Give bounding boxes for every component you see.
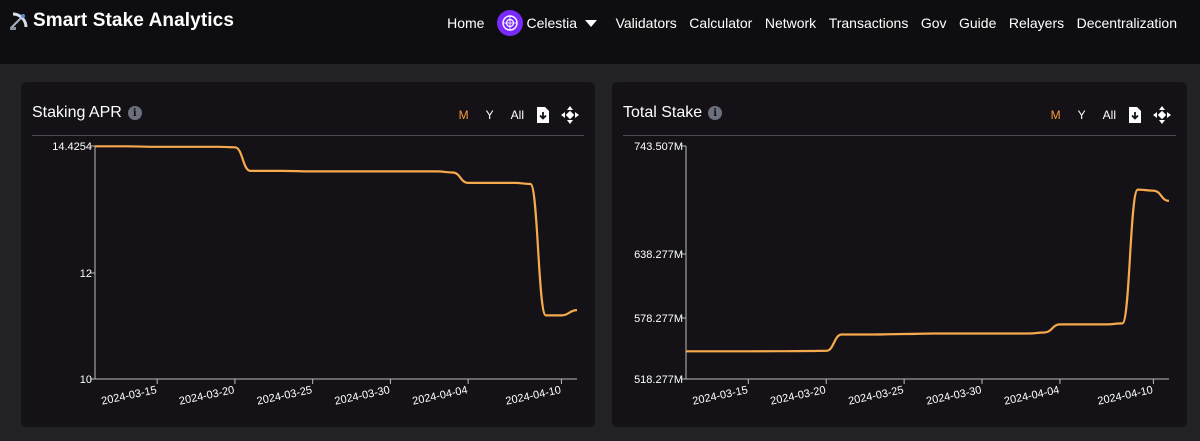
brand[interactable]: Smart Stake Analytics [8,10,234,32]
brand-title: Smart Stake Analytics [33,10,234,31]
range-month-button[interactable]: M [458,108,469,122]
pan-icon[interactable] [561,106,579,124]
main-nav: Home Celestia Validators Calculator Netw… [447,10,1177,36]
y-tick-label: 14.4254 [52,141,92,153]
staking-apr-chart: 14.4254 12 10 2024-03-15 2024-03-20 2024-03-2… [52,141,578,408]
y-tick-label: 638.277M [634,249,683,261]
y-tick-label: 12 [80,268,92,280]
satellite-dish-icon [10,12,28,30]
x-tick-label: 2024-03-25 [847,384,905,407]
x-tick-label: 2024-03-25 [256,384,314,407]
download-icon[interactable] [536,107,549,123]
panel-divider [32,135,584,136]
nav-gov[interactable]: Gov [920,15,947,31]
range-all-button[interactable]: All [510,108,524,122]
y-tick-label: 518.277M [634,374,683,386]
x-tick-label: 2024-04-10 [505,384,563,407]
x-tick-label: 2024-03-20 [769,384,827,407]
x-tick-label: 2024-04-04 [1003,384,1061,407]
panel-title: Staking APR i [32,104,142,122]
x-tick-label: 2024-03-30 [333,384,391,407]
nav-relayers[interactable]: Relayers [1008,15,1065,31]
nav-network[interactable]: Network [764,15,817,31]
total-stake-title: Total Stake [623,104,703,121]
range-all-button[interactable]: All [1102,108,1116,122]
info-icon[interactable]: i [127,106,142,120]
info-icon[interactable]: i [708,106,723,120]
chart-controls: M Y All [442,106,579,124]
series-line [686,188,1170,353]
nav-guide[interactable]: Guide [959,15,997,31]
nav-decentralization[interactable]: Decentralization [1076,15,1177,31]
x-tick-label: 2024-04-04 [411,384,469,407]
download-icon[interactable] [1128,107,1141,123]
network-selector[interactable]: Celestia [497,10,598,36]
y-tick-label: 578.277M [634,313,683,325]
y-tick-label: 10 [80,374,92,386]
x-tick-label: 2024-03-30 [925,384,983,407]
range-year-button[interactable]: Y [1077,108,1086,122]
x-tick-label: 2024-03-15 [691,384,749,407]
nav-calculator[interactable]: Calculator [689,15,753,31]
staking-apr-panel: Staking APR i M Y All 14.4254 12 10 2024-03… [21,82,595,427]
range-year-button[interactable]: Y [485,108,494,122]
total-stake-chart: 743.507M 638.277M 578.277M 518.277M 2024-03-… [634,141,1170,408]
total-stake-panel: Total Stake i M Y All 743.507M 638.277M 57… [612,82,1187,427]
x-tick-label: 2024-04-10 [1096,384,1154,407]
panel-title: Total Stake i [623,104,723,122]
pan-icon[interactable] [1153,106,1171,124]
chevron-down-icon [585,19,598,27]
chart-controls: M Y All [1034,106,1171,124]
nav-validators[interactable]: Validators [615,15,677,31]
range-month-button[interactable]: M [1050,108,1061,122]
celestia-logo-icon [497,10,524,36]
panel-divider [623,135,1176,136]
y-tick-label: 743.507M [634,141,683,153]
x-tick-label: 2024-03-20 [178,384,236,407]
nav-transactions[interactable]: Transactions [828,15,909,31]
network-selector-label: Celestia [526,15,578,31]
staking-apr-title: Staking APR [32,104,122,121]
x-tick-label: 2024-03-15 [100,384,158,407]
nav-home[interactable]: Home [447,15,485,31]
top-navbar: Smart Stake Analytics Home Celestia Vali… [0,0,1200,64]
series-line [94,145,578,317]
